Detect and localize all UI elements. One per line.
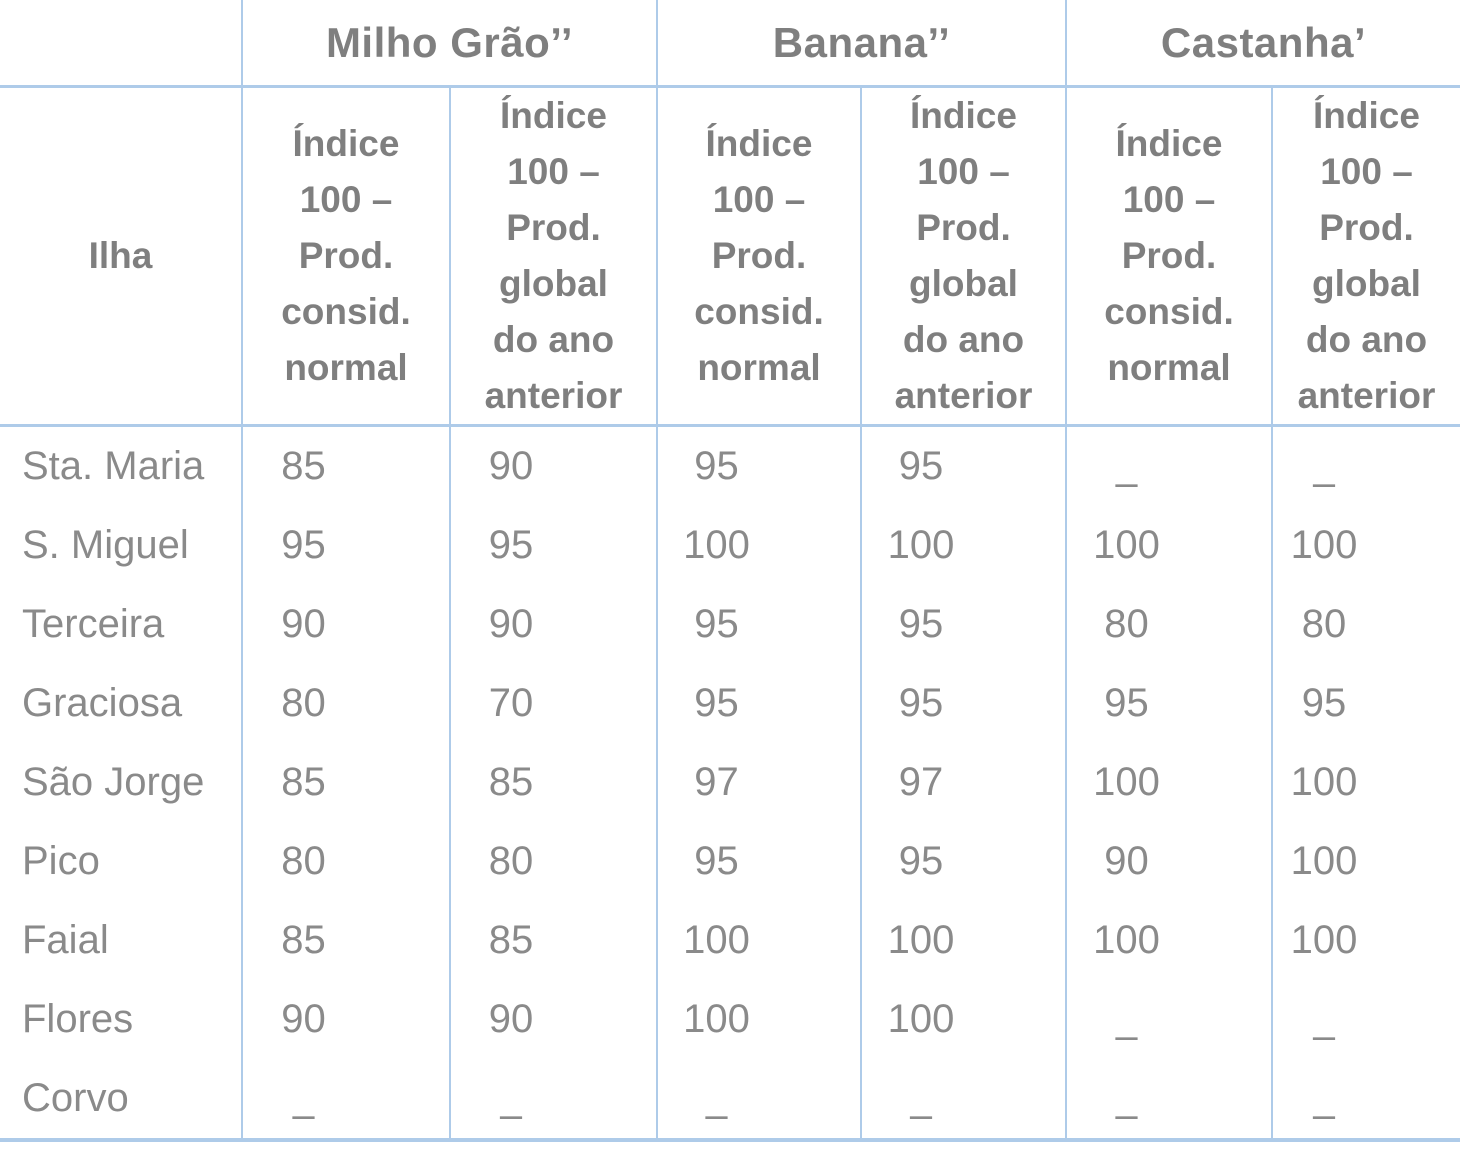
table-row: Sta. Maria 85 90 95 95 – –: [0, 425, 1460, 506]
value-cell: –: [860, 1059, 1066, 1142]
value-cell: 100: [1270, 743, 1460, 822]
table-row: S. Miguel 95 95 100 100 100 100: [0, 506, 1460, 585]
value-cell: 97: [656, 743, 861, 822]
value-cell: 100: [1270, 901, 1460, 980]
value-cell: 100: [656, 506, 861, 585]
value-cell: 100: [1065, 901, 1272, 980]
column-header-castanha-consid: Índice 100 – Prod. consid. normal: [1065, 86, 1272, 427]
table-row: São Jorge 85 85 97 97 100 100: [0, 743, 1460, 822]
island-name-cell: Graciosa: [22, 681, 183, 725]
value-cell: 95: [860, 585, 1066, 664]
column-header-banana-consid: Índice 100 – Prod. consid. normal: [656, 86, 861, 427]
table-row: Corvo – – – – – –: [0, 1059, 1460, 1142]
column-header-label: Índice 100 – Prod. global do ano anterio…: [894, 95, 1033, 416]
value-cell: 95: [656, 585, 861, 664]
value-cell: 90: [241, 980, 450, 1059]
column-header-label: Índice 100 – Prod. consid. normal: [694, 123, 824, 388]
value-cell: 100: [860, 506, 1066, 585]
value-cell: 85: [241, 425, 450, 506]
value-cell: 95: [656, 664, 861, 743]
value-cell: 90: [449, 585, 657, 664]
value-cell: 85: [449, 743, 657, 822]
value-cell: –: [1270, 425, 1460, 506]
value-cell: 95: [860, 822, 1066, 901]
value-cell: 90: [241, 585, 450, 664]
value-cell: 90: [449, 980, 657, 1059]
island-name-cell: Flores: [22, 997, 134, 1041]
group-header-banana: Banana’’: [656, 0, 1066, 88]
value-cell: 100: [656, 980, 861, 1059]
island-name-cell: Corvo: [0, 1059, 242, 1142]
column-header-label: Índice 100 – Prod. consid. normal: [1104, 123, 1234, 388]
value-cell: 100: [1270, 822, 1460, 901]
value-cell: –: [241, 1059, 450, 1142]
group-header-milho-grao: Milho Grão’’: [241, 0, 657, 88]
value-cell: 85: [449, 901, 657, 980]
table-row: Pico 80 80 95 95 90 100: [0, 822, 1460, 901]
value-cell: –: [1270, 1059, 1460, 1142]
value-cell: 85: [241, 743, 450, 822]
value-cell: 95: [656, 425, 861, 506]
value-cell: 80: [1270, 585, 1460, 664]
value-cell: 100: [1065, 743, 1272, 822]
value-cell: 100: [1065, 506, 1272, 585]
value-cell: 95: [860, 664, 1066, 743]
value-cell: 95: [449, 506, 657, 585]
value-cell: 100: [656, 901, 861, 980]
value-cell: 97: [860, 743, 1066, 822]
value-cell: –: [1065, 425, 1272, 506]
column-header-milho-consid: Índice 100 – Prod. consid. normal: [241, 86, 450, 427]
table-row: Faial 85 85 100 100 100 100: [0, 901, 1460, 980]
island-name-cell: Terceira: [22, 602, 165, 646]
value-cell: 95: [241, 506, 450, 585]
column-header-label: Índice 100 – Prod. global do ano anterio…: [1297, 95, 1436, 416]
value-cell: 100: [860, 901, 1066, 980]
column-header-banana-global: Índice 100 – Prod. global do ano anterio…: [860, 86, 1066, 427]
value-cell: 70: [449, 664, 657, 743]
value-cell: 90: [1065, 822, 1272, 901]
value-cell: 95: [1065, 664, 1272, 743]
island-name-cell: Faial: [22, 918, 109, 962]
table-row: Terceira 90 90 95 95 80 80: [0, 585, 1460, 664]
value-cell: –: [656, 1059, 861, 1142]
group-header-row: Milho Grão’’ Banana’’ Castanha’: [0, 0, 1460, 88]
island-name-cell: Sta. Maria: [22, 444, 205, 488]
row-header-ilha: Ilha: [0, 86, 242, 427]
value-cell: 90: [449, 425, 657, 506]
value-cell: 95: [656, 822, 861, 901]
value-cell: 100: [860, 980, 1066, 1059]
value-cell: –: [1065, 1059, 1272, 1142]
value-cell: –: [1270, 980, 1460, 1059]
value-cell: 80: [241, 664, 450, 743]
value-cell: 95: [860, 425, 1066, 506]
island-name-cell: Pico: [22, 839, 100, 883]
table-row: Graciosa 80 70 95 95 95 95: [0, 664, 1460, 743]
island-name-cell: São Jorge: [22, 760, 205, 804]
table-row: Flores 90 90 100 100 – –: [0, 980, 1460, 1059]
column-header-castanha-global: Índice 100 – Prod. global do ano anterio…: [1270, 86, 1460, 427]
column-header-milho-global: Índice 100 – Prod. global do ano anterio…: [449, 86, 657, 427]
value-cell: 100: [1270, 506, 1460, 585]
value-cell: 80: [1065, 585, 1272, 664]
value-cell: 85: [241, 901, 450, 980]
value-cell: –: [449, 1059, 657, 1142]
island-name-cell: S. Miguel: [22, 523, 189, 567]
corner-cell: [0, 0, 242, 88]
value-cell: 80: [241, 822, 450, 901]
group-header-castanha: Castanha’: [1064, 0, 1460, 88]
value-cell: 80: [449, 822, 657, 901]
value-cell: 95: [1270, 664, 1460, 743]
column-header-label: Índice 100 – Prod. global do ano anterio…: [484, 95, 623, 416]
column-header-row: Ilha Índice 100 – Prod. consid. normal Í…: [0, 86, 1460, 427]
value-cell: –: [1065, 980, 1272, 1059]
column-header-label: Índice 100 – Prod. consid. normal: [281, 123, 411, 388]
